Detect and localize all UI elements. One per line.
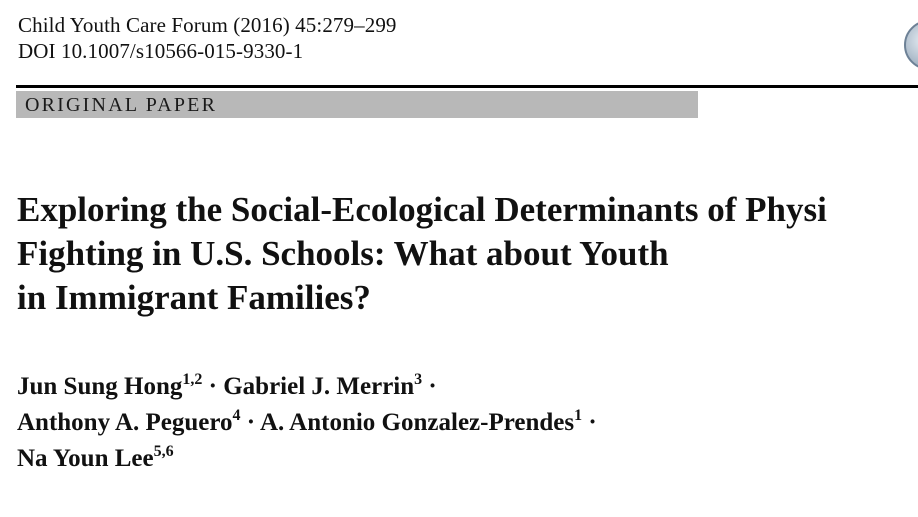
author-affiliation: 1,2 xyxy=(182,371,203,388)
author-affiliation: 3 xyxy=(414,371,423,388)
section-banner: ORIGINAL PAPER xyxy=(16,91,698,118)
author-name[interactable]: Jun Sung Hong xyxy=(17,373,183,400)
author-affiliation: 4 xyxy=(232,407,241,424)
author-separator: · xyxy=(202,373,224,400)
journal-citation: Child Youth Care Forum (2016) 45:279–299 xyxy=(18,13,397,37)
author-name[interactable]: Na Youn Lee xyxy=(17,445,154,472)
author-affiliation: 5,6 xyxy=(153,443,174,460)
author-name[interactable]: Gabriel J. Merrin xyxy=(223,373,415,400)
title-line: Exploring the Social-Ecological Determin… xyxy=(17,190,827,229)
author-separator: · xyxy=(422,373,437,400)
article-title: Exploring the Social-Ecological Determin… xyxy=(17,188,918,320)
journal-doi[interactable]: DOI 10.1007/s10566-015-9330-1 xyxy=(18,39,304,63)
author-line: Anthony A. Peguero4 · A. Antonio Gonzale… xyxy=(17,405,597,441)
header-rule xyxy=(16,85,918,88)
author-name[interactable]: Anthony A. Peguero xyxy=(17,409,233,436)
section-label: ORIGINAL PAPER xyxy=(25,94,218,116)
author-line: Na Youn Lee5,6 xyxy=(17,441,597,477)
author-affiliation: 1 xyxy=(574,407,583,424)
journal-header: Child Youth Care Forum (2016) 45:279–299… xyxy=(18,12,397,64)
author-list: Jun Sung Hong1,2 · Gabriel J. Merrin3 · … xyxy=(17,369,597,477)
author-separator: · xyxy=(582,409,597,436)
author-separator: · xyxy=(240,409,260,436)
author-line: Jun Sung Hong1,2 · Gabriel J. Merrin3 · xyxy=(17,369,597,405)
title-line: Fighting in U.S. Schools: What about You… xyxy=(17,234,669,273)
author-name[interactable]: A. Antonio Gonzalez-Prendes xyxy=(260,409,575,436)
title-line: in Immigrant Families? xyxy=(17,278,371,317)
crossmark-icon[interactable] xyxy=(904,20,918,70)
